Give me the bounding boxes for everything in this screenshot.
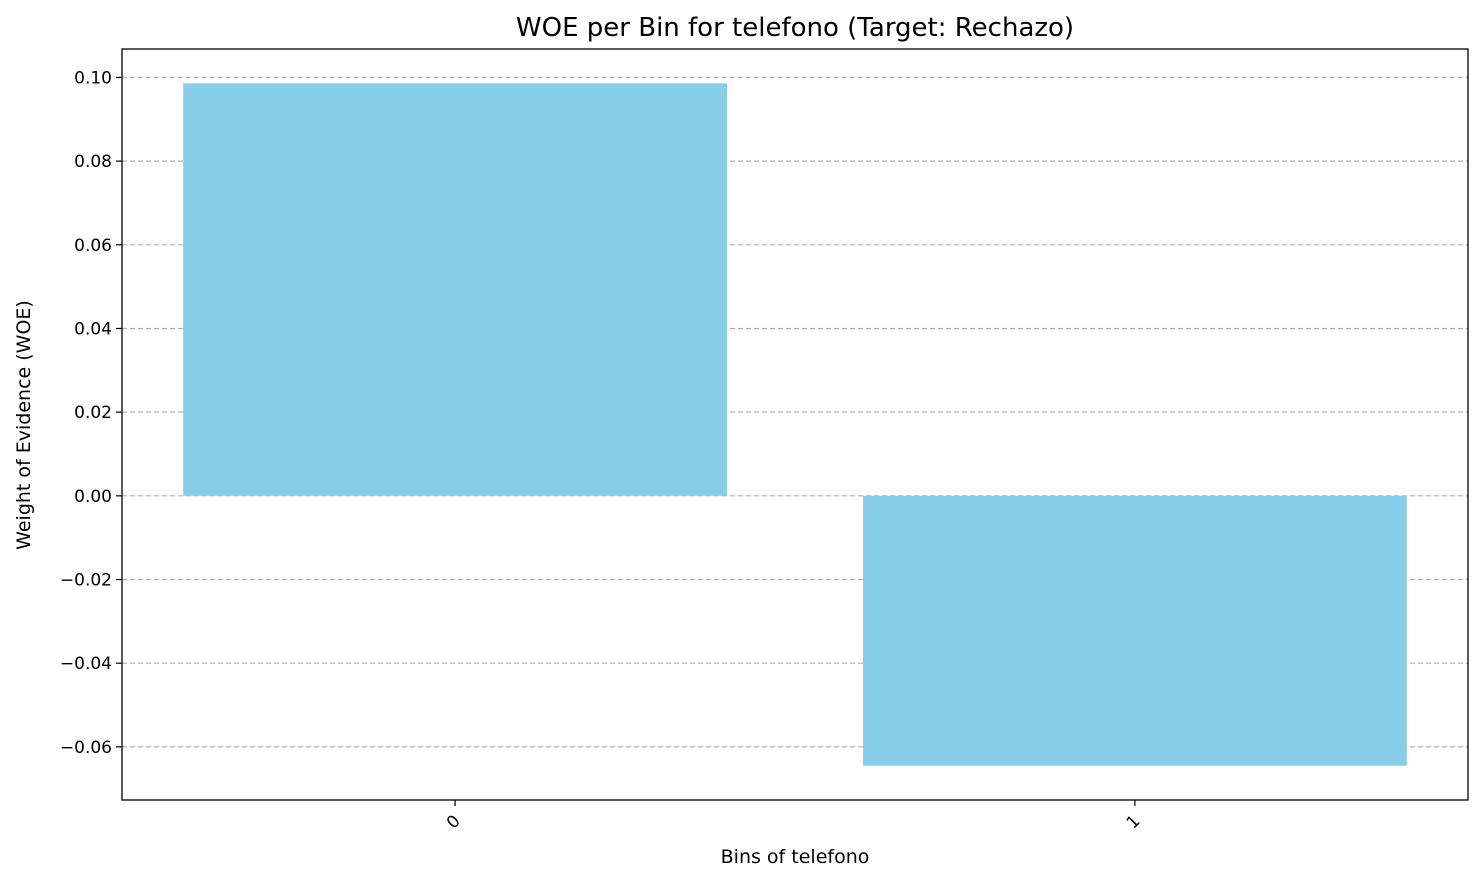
y-tick-label: 0.00 <box>74 487 112 507</box>
bar-1 <box>862 495 1407 766</box>
y-axis-label: Weight of Evidence (WOE) <box>13 300 35 550</box>
y-tick-label: 0.04 <box>74 319 112 339</box>
x-tick-label: 0 <box>443 811 465 833</box>
x-tick-label: 1 <box>1123 811 1145 833</box>
bars <box>183 83 1407 766</box>
y-axis-ticks: −0.06 −0.04 −0.02 0.00 0.02 0.04 0.06 0.08 0.10 <box>60 68 122 758</box>
y-tick-label: −0.06 <box>60 738 112 758</box>
bar-0 <box>183 83 728 496</box>
y-tick-label: 0.08 <box>74 152 112 172</box>
x-axis-label: Bins of telefono <box>721 846 870 868</box>
y-tick-label: 0.10 <box>74 68 112 88</box>
y-tick-label: 0.02 <box>74 403 112 423</box>
y-tick-label: 0.06 <box>74 236 112 256</box>
y-tick-label: −0.04 <box>60 654 112 674</box>
plot-frame <box>121 48 1469 801</box>
chart-title: WOE per Bin for telefono (Target: Rechaz… <box>516 13 1074 43</box>
y-tick-label: −0.02 <box>60 571 112 591</box>
